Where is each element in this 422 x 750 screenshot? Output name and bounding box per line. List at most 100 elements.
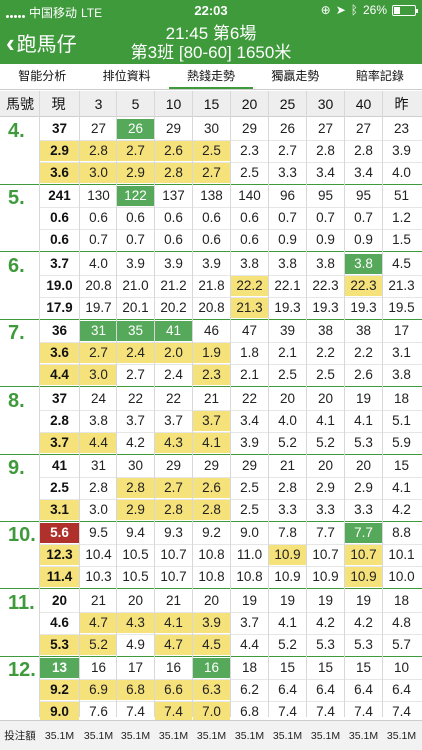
value-cell: 6.9 (80, 680, 117, 701)
value-cell: 31 (80, 321, 117, 342)
value-cell: 15 (317, 660, 334, 676)
horse-block[interactable]: 4. 37 27 26 29 30 29 26 27 27 23 2.9 2.8 2.7 2.6 2.5 2.3… (0, 118, 422, 185)
row-divider (40, 364, 422, 366)
header-col-3: 15 (203, 96, 220, 112)
bet-amount-value: 35.1M (196, 730, 227, 742)
value-cell: 0.6 (202, 210, 221, 226)
value-cell: 21 (90, 592, 107, 608)
value-cell: 3.7 (193, 410, 230, 431)
value-cell: 130 (87, 188, 110, 204)
value-cell: 15 (355, 660, 372, 676)
value-cell: 3.0 (80, 163, 117, 183)
horse-block[interactable]: 7. 36 31 35 41 46 47 39 38 38 17 3.6 2.7 2.4 2.0 1.9 1.8… (0, 320, 422, 388)
row-divider (40, 431, 422, 433)
tab-2[interactable]: 熱錢走勢 (168, 64, 254, 89)
tab-1[interactable]: 排位資料 (102, 69, 151, 83)
value-cell: 38 (355, 323, 372, 339)
bet-amount-value: 35.1M (386, 730, 417, 742)
tab-3[interactable]: 獨贏走勢 (271, 69, 320, 83)
value-cell: 2.7 (117, 141, 154, 161)
value-cell: 95 (355, 188, 372, 204)
value-cell: 2.1 (278, 345, 297, 361)
value-cell: 7.8 (278, 525, 297, 541)
horse-block[interactable]: 10. 5.6 9.5 9.4 9.3 9.2 9.0 7.8 7.7 7.7 8.8 12.3 10.… (0, 522, 422, 590)
value-cell: 4.7 (80, 612, 117, 633)
battery-icon (392, 4, 418, 16)
grid-line (382, 91, 383, 717)
value-cell: 10.9 (269, 545, 306, 566)
value-cell: 10.9 (312, 569, 339, 585)
value-cell: 22 (127, 390, 144, 406)
table-row: 5.3 5.2 4.9 4.7 4.5 4.4 5.2 5.3 5.3 5.7 (0, 634, 422, 656)
value-cell: 2.8 (354, 143, 373, 158)
value-cell: 0.6 (164, 210, 183, 226)
bet-amount-value: 35.1M (158, 730, 189, 742)
table-row: 12.3 10.4 10.5 10.7 10.8 11.0 10.9 10.7 10.7 10.1 (0, 544, 422, 566)
horse-block[interactable]: 6. 3.7 4.0 3.9 3.9 3.9 3.8 3.8 3.8 3.8 4.5 19.0 20.8… (0, 253, 422, 320)
value-cell: 2.5 (240, 165, 259, 180)
header-col-6: 30 (317, 96, 334, 112)
current-value-cell: 3.6 (40, 343, 79, 364)
current-value-cell: 36 (51, 323, 68, 339)
value-cell: 6.3 (193, 680, 230, 701)
value-cell: 3.3 (278, 502, 297, 517)
value-cell: 5.1 (392, 412, 411, 428)
value-cell: 3.4 (316, 165, 335, 180)
horse-block[interactable]: 8. 37 24 22 22 21 22 20 20 19 18 2.8 3.8 3.7 3.7 3.7 3.4… (0, 388, 422, 455)
value-cell: 26 (117, 119, 154, 139)
signal-icon (6, 8, 25, 18)
current-value-cell: 13 (40, 658, 79, 679)
table-row: 37 27 26 29 30 29 26 27 27 23 (0, 118, 422, 140)
value-cell: 22 (241, 390, 258, 406)
current-value-cell: 3.6 (40, 163, 79, 183)
value-cell: 3.9 (126, 255, 145, 271)
bet-amount-value: 35.1M (120, 730, 151, 742)
header-col-1: 5 (131, 96, 140, 112)
value-cell: 0.6 (240, 232, 259, 248)
table-row: 2.5 2.8 2.8 2.7 2.6 2.5 2.8 2.9 2.9 4.1 (0, 477, 422, 499)
row-divider (40, 633, 422, 635)
tab-0[interactable]: 智能分析 (18, 69, 67, 83)
header-col-4: 20 (241, 96, 258, 112)
horse-block[interactable]: 12. 13 16 17 16 16 18 15 15 15 10 9.2 6.9 6.8 6.6 6.3 6.… (0, 657, 422, 725)
back-button[interactable]: ‹ 跑馬仔 (6, 28, 77, 57)
table-row: 9.0 7.6 7.4 7.4 7.0 6.8 7.4 7.4 7.4 7.4 (0, 701, 422, 723)
grid-line (344, 91, 345, 717)
value-cell: 10.1 (388, 547, 415, 563)
tab-bar: 智能分析 排位資料 熱錢走勢 獨贏走勢 賠率記錄 (0, 64, 422, 90)
horse-number: 4. (8, 120, 25, 142)
value-cell: 3.9 (240, 434, 259, 450)
value-cell: 4.7 (155, 634, 192, 655)
header-col-0: 3 (94, 96, 103, 112)
value-cell: 3.9 (164, 255, 183, 271)
value-cell: 26 (279, 121, 296, 136)
tab-4[interactable]: 賠率記錄 (355, 69, 404, 83)
horse-block[interactable]: 5. 241 130 122 137 138 140 96 95 95 51 0.6 0.6 0.6 0.6… (0, 185, 422, 253)
header-horse-number: 馬號 (6, 96, 34, 112)
value-cell: 1.2 (392, 210, 411, 226)
nav-bar: ‹ 跑馬仔 21:45 第6場 第3班 [80-60] 1650米 (0, 22, 422, 64)
value-cell: 21.3 (388, 277, 415, 293)
value-cell: 2.8 (316, 143, 335, 158)
horse-block[interactable]: 11. 20 21 20 21 20 19 19 19 19 18 4.6 4.7 4.3 4.1 3.9 3.… (0, 590, 422, 657)
value-cell: 21.2 (160, 277, 187, 293)
value-cell: 0.9 (278, 232, 297, 248)
value-cell: 20.1 (122, 299, 149, 315)
bet-amount-value: 35.1M (234, 730, 265, 742)
value-cell: 9.2 (202, 525, 221, 541)
row-divider (40, 140, 422, 141)
value-cell: 2.4 (117, 343, 154, 364)
race-time-title: 21:45 第6場 (165, 24, 257, 43)
value-cell: 3.8 (345, 253, 382, 274)
grid-line (79, 91, 80, 717)
horse-block[interactable]: 9. 41 31 30 29 29 29 21 20 20 15 2.5 2.8 2.8 2.7 2.6 2.5… (0, 455, 422, 522)
race-class-title: 第3班 [80-60] 1650米 (130, 43, 292, 62)
table-row: 5.6 9.5 9.4 9.3 9.2 9.0 7.8 7.7 7.7 8.8 (0, 522, 422, 544)
current-value-cell: 2.8 (50, 412, 69, 428)
value-cell: 4.5 (193, 634, 230, 655)
value-cell: 27 (355, 121, 372, 136)
value-cell: 7.6 (89, 704, 108, 720)
value-cell: 21.0 (122, 277, 149, 293)
value-cell: 10.3 (85, 569, 112, 585)
value-cell: 5.3 (354, 434, 373, 450)
